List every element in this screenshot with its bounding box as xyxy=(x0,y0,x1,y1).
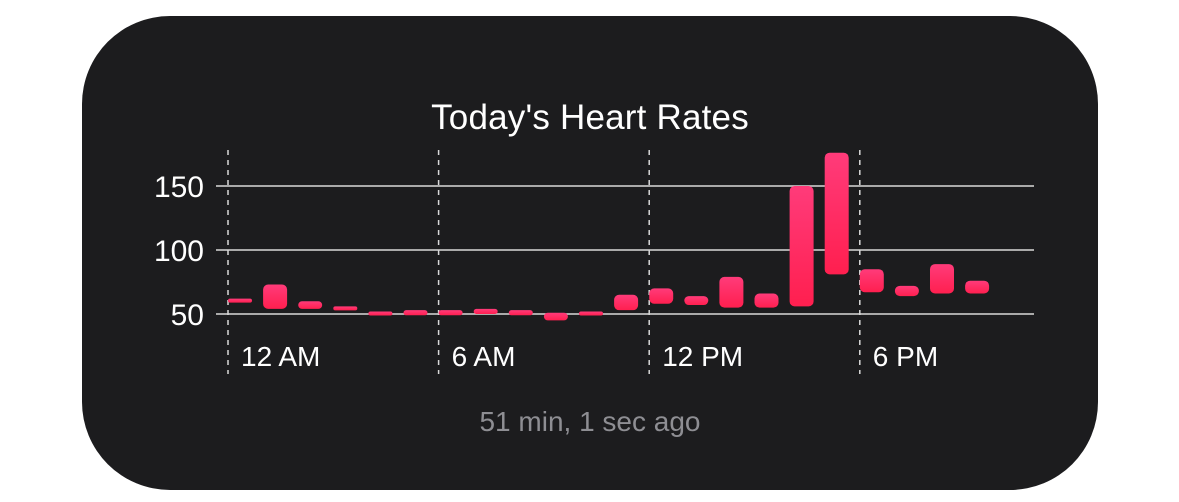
heart-rate-bar xyxy=(263,284,288,309)
heart-rate-bar xyxy=(508,310,533,316)
y-tick-label: 150 xyxy=(154,171,204,204)
heart-rate-bar xyxy=(333,306,358,311)
heart-rate-bar xyxy=(684,296,709,306)
heart-rate-bar xyxy=(649,288,674,304)
heart-rate-bar xyxy=(403,310,428,316)
heart-rate-bar xyxy=(719,276,744,308)
y-tick-label: 100 xyxy=(154,235,204,268)
x-tick-label: 6 AM xyxy=(452,341,516,372)
heart-rate-bar xyxy=(298,301,323,309)
heart-rate-widget[interactable]: Today's Heart Rates 51 min, 1 sec ago xyxy=(82,16,1098,490)
heart-rate-bar xyxy=(473,308,498,314)
chart-title: Today's Heart Rates xyxy=(431,98,749,137)
heart-rate-bar xyxy=(859,269,884,293)
y-tick-label: 50 xyxy=(171,299,204,332)
heart-rate-bar xyxy=(789,186,814,307)
heart-rate-bar xyxy=(930,264,954,294)
last-updated-text: 51 min, 1 sec ago xyxy=(479,406,701,437)
heart-rate-bar xyxy=(754,293,779,308)
x-tick-label: 6 PM xyxy=(873,341,938,372)
heart-rate-bar xyxy=(965,280,990,294)
x-tick-label: 12 AM xyxy=(241,341,320,372)
heart-rate-bar xyxy=(438,310,463,316)
heart-rate-bar xyxy=(543,312,568,321)
heart-rate-bar xyxy=(228,298,252,303)
heart-rate-bar xyxy=(579,311,603,316)
heart-rate-bar xyxy=(824,152,849,275)
x-tick-label: 12 PM xyxy=(662,341,743,372)
heart-rate-bar xyxy=(368,311,393,316)
heart-rate-bar xyxy=(894,285,919,297)
heart-rate-bar xyxy=(614,294,639,311)
